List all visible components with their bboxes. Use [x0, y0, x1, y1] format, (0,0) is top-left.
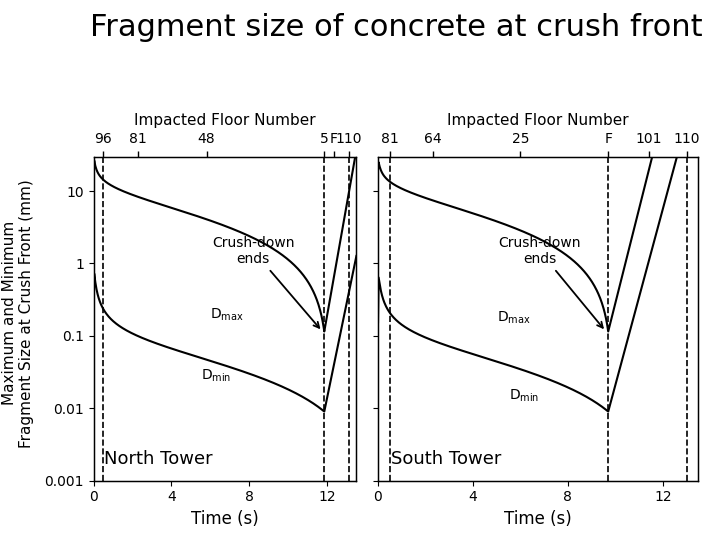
Text: D$_{\mathregular{max}}$: D$_{\mathregular{max}}$	[210, 306, 244, 323]
X-axis label: Time (s): Time (s)	[504, 510, 572, 528]
Text: D$_{\mathregular{min}}$: D$_{\mathregular{min}}$	[201, 367, 231, 384]
Text: Maximum and Minimum
Fragment Size at Crush Front (mm): Maximum and Minimum Fragment Size at Cru…	[1, 179, 35, 448]
Text: South Tower: South Tower	[391, 450, 501, 468]
X-axis label: Impacted Floor Number: Impacted Floor Number	[447, 113, 629, 128]
Text: D$_{\mathregular{min}}$: D$_{\mathregular{min}}$	[508, 388, 539, 404]
Text: North Tower: North Tower	[104, 450, 212, 468]
X-axis label: Impacted Floor Number: Impacted Floor Number	[134, 113, 316, 128]
Text: Fragment size of concrete at crush front: Fragment size of concrete at crush front	[90, 14, 702, 43]
X-axis label: Time (s): Time (s)	[191, 510, 259, 528]
Text: Crush-down
ends: Crush-down ends	[498, 235, 603, 328]
Text: Crush-down
ends: Crush-down ends	[212, 235, 319, 328]
Text: D$_{\mathregular{max}}$: D$_{\mathregular{max}}$	[497, 310, 531, 327]
